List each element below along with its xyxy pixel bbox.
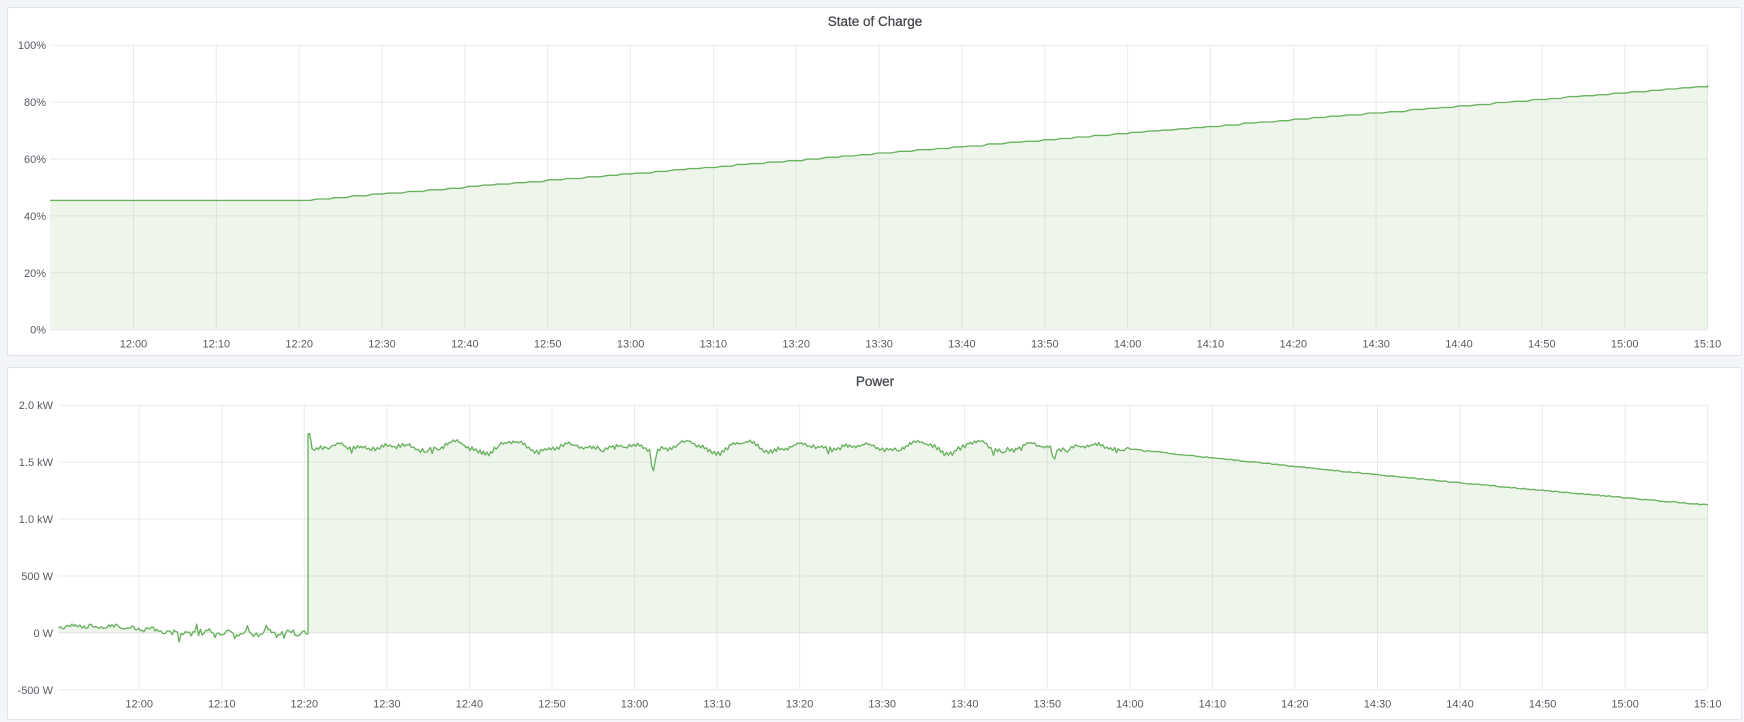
- svg-text:14:00: 14:00: [1116, 699, 1144, 711]
- svg-text:12:20: 12:20: [291, 699, 319, 711]
- svg-text:13:20: 13:20: [782, 339, 810, 351]
- svg-text:13:30: 13:30: [865, 339, 893, 351]
- svg-text:14:10: 14:10: [1197, 339, 1225, 351]
- svg-text:2.0 kW: 2.0 kW: [19, 400, 54, 412]
- svg-text:14:40: 14:40: [1445, 339, 1473, 351]
- svg-text:0 W: 0 W: [33, 628, 53, 640]
- svg-text:14:00: 14:00: [1114, 339, 1142, 351]
- svg-text:60%: 60%: [24, 154, 46, 166]
- svg-text:12:20: 12:20: [285, 339, 313, 351]
- svg-text:Power: Power: [856, 374, 895, 389]
- svg-text:14:20: 14:20: [1280, 339, 1308, 351]
- svg-text:12:40: 12:40: [451, 339, 479, 351]
- svg-text:500 W: 500 W: [21, 571, 53, 583]
- svg-text:12:50: 12:50: [534, 339, 562, 351]
- svg-text:-500 W: -500 W: [18, 685, 54, 697]
- svg-text:14:30: 14:30: [1362, 339, 1390, 351]
- svg-text:State of Charge: State of Charge: [828, 14, 923, 29]
- svg-text:1.5 kW: 1.5 kW: [19, 457, 54, 469]
- svg-text:0%: 0%: [30, 325, 46, 337]
- svg-text:13:50: 13:50: [1034, 699, 1062, 711]
- svg-text:12:30: 12:30: [373, 699, 401, 711]
- svg-text:100%: 100%: [18, 40, 46, 52]
- svg-text:15:10: 15:10: [1694, 699, 1722, 711]
- svg-text:13:50: 13:50: [1031, 339, 1059, 351]
- svg-text:12:50: 12:50: [538, 699, 566, 711]
- svg-text:12:00: 12:00: [120, 339, 148, 351]
- svg-text:13:10: 13:10: [703, 699, 731, 711]
- svg-text:13:40: 13:40: [948, 339, 976, 351]
- svg-text:40%: 40%: [24, 211, 46, 223]
- svg-text:13:30: 13:30: [868, 699, 896, 711]
- svg-text:14:30: 14:30: [1364, 699, 1392, 711]
- svg-text:20%: 20%: [24, 268, 46, 280]
- svg-text:13:20: 13:20: [786, 699, 814, 711]
- svg-text:1.0 kW: 1.0 kW: [19, 514, 54, 526]
- svg-text:13:00: 13:00: [617, 339, 645, 351]
- svg-text:13:00: 13:00: [621, 699, 649, 711]
- svg-text:12:40: 12:40: [456, 699, 484, 711]
- svg-text:13:10: 13:10: [700, 339, 728, 351]
- svg-text:14:50: 14:50: [1529, 699, 1557, 711]
- svg-text:14:10: 14:10: [1199, 699, 1227, 711]
- svg-text:12:10: 12:10: [203, 339, 231, 351]
- svg-text:12:10: 12:10: [208, 699, 236, 711]
- svg-text:12:30: 12:30: [368, 339, 396, 351]
- svg-text:15:10: 15:10: [1694, 339, 1722, 351]
- svg-text:13:40: 13:40: [951, 699, 979, 711]
- svg-text:15:00: 15:00: [1611, 339, 1639, 351]
- svg-text:14:20: 14:20: [1281, 699, 1309, 711]
- svg-text:14:40: 14:40: [1446, 699, 1474, 711]
- svg-text:80%: 80%: [24, 97, 46, 109]
- svg-text:14:50: 14:50: [1528, 339, 1556, 351]
- svg-text:15:00: 15:00: [1611, 699, 1639, 711]
- svg-text:12:00: 12:00: [125, 699, 153, 711]
